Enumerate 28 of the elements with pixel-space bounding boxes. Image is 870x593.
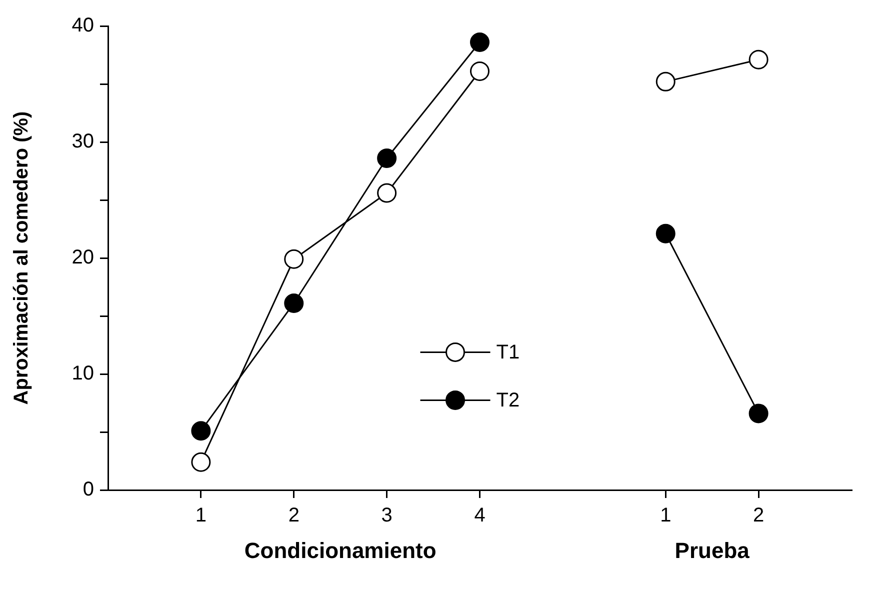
text: Prueba [674,538,750,564]
x-tick-label: 2 [288,504,300,527]
y-tick-label: 20 [72,246,94,269]
point [748,404,768,424]
point [377,183,397,203]
x-tick-label: 3 [381,504,392,527]
y-tick-label: 10 [72,362,94,385]
point [284,293,304,313]
x-tick-label: 1 [195,504,206,527]
point [656,72,676,92]
text: Condicionamiento [244,538,436,564]
point [284,249,304,269]
point [191,421,211,441]
y-tick-label: 0 [82,478,94,501]
x-tick-label: 1 [660,504,672,527]
y-tick-label: 30 [72,130,94,153]
x-tick-label: 4 [474,504,486,527]
y-tick-label: 40 [72,14,94,37]
point [470,32,490,52]
point [377,148,397,168]
point [470,61,490,81]
legend-label: T1 [496,342,520,364]
point [191,452,211,472]
y-axis-title: Aproximación al comedero (%) [10,111,33,405]
point [656,224,676,244]
legend-label: T2 [496,390,520,412]
point [748,50,768,70]
x-tick-label: 2 [753,504,764,527]
